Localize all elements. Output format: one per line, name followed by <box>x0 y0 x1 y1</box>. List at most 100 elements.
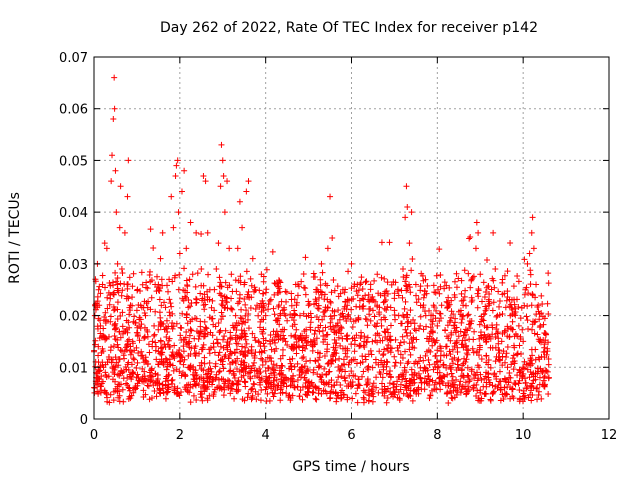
data-point <box>303 367 310 374</box>
data-point <box>454 385 461 392</box>
data-point <box>268 358 275 365</box>
data-point <box>97 389 104 396</box>
data-point <box>402 278 409 285</box>
data-point <box>472 245 479 252</box>
data-point <box>225 355 232 362</box>
data-point <box>293 350 300 357</box>
data-point <box>113 278 120 285</box>
data-point <box>415 296 422 303</box>
data-point <box>495 288 502 295</box>
data-point <box>219 297 226 304</box>
data-point <box>111 333 118 340</box>
data-point <box>238 361 245 368</box>
data-point <box>435 363 442 370</box>
data-point <box>141 368 148 375</box>
data-point <box>116 398 123 405</box>
data-point <box>369 383 376 390</box>
data-point <box>104 394 111 401</box>
data-point <box>499 276 506 283</box>
data-point <box>324 245 331 252</box>
data-point <box>410 316 417 323</box>
data-point <box>282 338 289 345</box>
data-point <box>508 361 515 368</box>
data-point <box>338 394 345 401</box>
data-point <box>431 303 438 310</box>
data-point <box>152 308 159 315</box>
data-point <box>221 386 228 393</box>
data-point <box>119 330 126 337</box>
data-point <box>147 373 154 380</box>
data-point <box>198 388 205 395</box>
data-point <box>302 370 309 377</box>
data-point <box>425 373 432 380</box>
data-point <box>130 370 137 377</box>
data-point <box>221 209 228 216</box>
data-point <box>193 349 200 356</box>
data-point <box>278 362 285 369</box>
data-point <box>327 193 334 200</box>
data-point <box>233 346 240 353</box>
data-point <box>284 341 291 348</box>
data-point <box>438 378 445 385</box>
data-point <box>283 383 290 390</box>
data-point <box>137 325 144 332</box>
data-point <box>481 391 488 398</box>
data-point <box>411 360 418 367</box>
data-point <box>362 389 369 396</box>
data-point <box>417 322 424 329</box>
data-point <box>210 344 217 351</box>
data-point <box>166 356 173 363</box>
data-point <box>424 367 431 374</box>
data-point <box>508 296 515 303</box>
data-point <box>299 363 306 370</box>
data-point <box>479 298 486 305</box>
data-point <box>201 354 208 361</box>
data-point <box>328 315 335 322</box>
data-point <box>271 390 278 397</box>
data-point <box>248 386 255 393</box>
data-point <box>102 336 109 343</box>
data-point <box>206 359 213 366</box>
data-point <box>138 269 145 276</box>
data-point <box>503 350 510 357</box>
data-point <box>294 383 301 390</box>
data-point <box>201 291 208 298</box>
data-point <box>352 373 359 380</box>
data-point <box>494 385 501 392</box>
data-point <box>280 380 287 387</box>
data-point <box>348 306 355 313</box>
data-point <box>425 357 432 364</box>
data-point <box>126 274 133 281</box>
data-point <box>241 327 248 334</box>
data-point <box>545 361 552 368</box>
data-point <box>141 309 148 316</box>
data-point <box>499 311 506 318</box>
data-point <box>272 339 279 346</box>
data-point <box>222 327 229 334</box>
data-point <box>391 381 398 388</box>
data-point <box>300 310 307 317</box>
data-point <box>322 324 329 331</box>
data-point <box>537 339 544 346</box>
data-point <box>270 377 277 384</box>
data-point <box>186 332 193 339</box>
data-point <box>233 288 240 295</box>
data-point <box>237 314 244 321</box>
data-point <box>387 349 394 356</box>
data-point <box>448 331 455 338</box>
data-point <box>262 312 269 319</box>
data-point <box>528 397 535 404</box>
data-point <box>225 384 232 391</box>
data-point <box>134 332 141 339</box>
data-point <box>187 363 194 370</box>
data-point <box>349 335 356 342</box>
data-point <box>102 284 109 291</box>
y-tick-label: 0.07 <box>59 51 88 66</box>
data-point <box>141 375 148 382</box>
data-point <box>314 305 321 312</box>
data-point <box>381 359 388 366</box>
data-point <box>458 297 465 304</box>
data-point <box>483 353 490 360</box>
data-point <box>452 340 459 347</box>
data-point <box>336 355 343 362</box>
